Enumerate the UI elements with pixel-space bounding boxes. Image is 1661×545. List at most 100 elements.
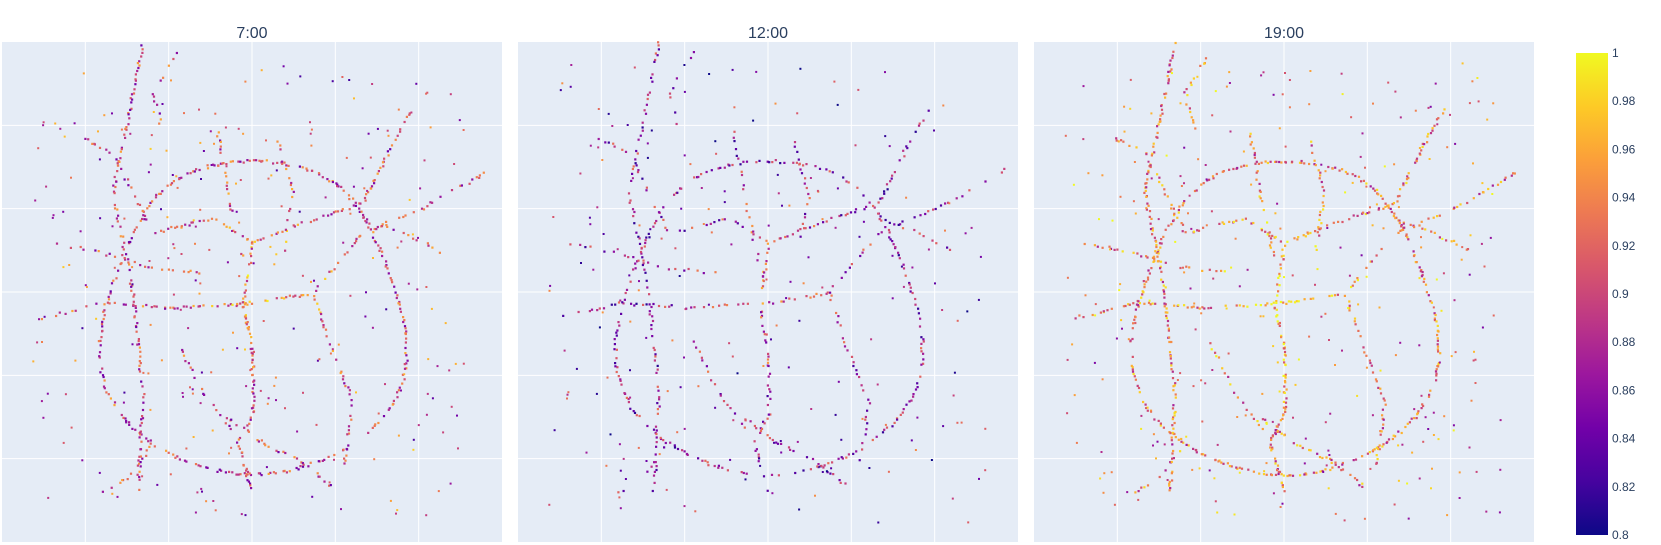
heatmap-cell [652, 225, 655, 228]
heatmap-cell [1134, 491, 1137, 494]
colorbar-gradient [1576, 53, 1608, 535]
heatmap-cell [1155, 251, 1158, 254]
heatmap-cell [1167, 79, 1170, 82]
heatmap-cell [170, 182, 174, 185]
heatmap-cell [1498, 511, 1501, 514]
heatmap-cell [175, 51, 178, 55]
heatmap-cell [696, 176, 699, 179]
heatmap-cell [895, 417, 899, 420]
heatmap-cell [1279, 300, 1282, 304]
heatmap-cell [653, 470, 656, 473]
heatmap-cell [1295, 300, 1298, 303]
heatmap-cell [328, 481, 331, 484]
panel-7pm-gridlines [1034, 42, 1534, 542]
heatmap-cell [1106, 309, 1109, 312]
heatmap-cell [1390, 210, 1393, 214]
heatmap-cell [1421, 142, 1424, 145]
heatmap-cell [1422, 280, 1425, 283]
heatmap-cell [269, 245, 272, 248]
heatmap-cell [1393, 163, 1396, 166]
heatmap-cell [129, 97, 132, 100]
heatmap-cell [1165, 317, 1168, 320]
heatmap-cell [1269, 246, 1272, 249]
heatmap-cell [116, 220, 119, 223]
heatmap-cell [807, 192, 810, 196]
heatmap-cell [735, 154, 738, 157]
heatmap-cell [914, 303, 917, 306]
heatmap-cell [250, 255, 253, 258]
heatmap-cell [762, 475, 766, 478]
heatmap-cell [223, 303, 226, 306]
heatmap-cell [1171, 377, 1175, 380]
heatmap-cell [598, 326, 601, 329]
heatmap-cell [402, 215, 405, 219]
heatmap-cell [1146, 178, 1149, 181]
heatmap-cell [757, 456, 760, 459]
heatmap-cell [629, 280, 632, 283]
heatmap-cell [1205, 178, 1208, 181]
heatmap-cell [628, 201, 631, 204]
heatmap-cell [340, 508, 342, 511]
heatmap-cell [246, 473, 249, 476]
heatmap-cell [389, 148, 392, 151]
heatmap-cell [944, 229, 946, 232]
heatmap-cell [630, 302, 633, 305]
heatmap-cell [619, 299, 622, 302]
heatmap-cell [391, 403, 394, 406]
heatmap-cell [385, 220, 388, 223]
heatmap-cell [1185, 443, 1188, 446]
heatmap-cell [657, 304, 661, 308]
heatmap-cell [1128, 144, 1131, 147]
heatmap-cell [137, 459, 140, 462]
heatmap-cell [324, 277, 327, 280]
heatmap-cell [372, 231, 375, 234]
heatmap-cell [189, 386, 191, 389]
heatmap-cell [266, 299, 269, 303]
heatmap-cell [1162, 289, 1165, 292]
heatmap-cell [627, 397, 630, 401]
heatmap-cell [183, 459, 187, 462]
heatmap-cell [377, 244, 380, 247]
heatmap-cell [331, 80, 334, 83]
heatmap-cell [902, 408, 905, 411]
heatmap-cell [640, 252, 643, 255]
heatmap-cell [253, 240, 256, 243]
heatmap-cell [1385, 441, 1388, 444]
heatmap-cell [1169, 70, 1172, 73]
heatmap-cell [389, 499, 392, 502]
heatmap-cell [1291, 474, 1295, 477]
heatmap-cell [1418, 344, 1421, 347]
heatmap-cell [291, 195, 294, 199]
heatmap-cell [1363, 517, 1366, 520]
heatmap-cell [360, 210, 363, 213]
heatmap-cell [1274, 460, 1277, 463]
heatmap-cell [1348, 307, 1351, 310]
heatmap-cell [187, 362, 190, 365]
heatmap-cell [128, 423, 131, 426]
heatmap-cell [1259, 190, 1262, 193]
heatmap-cell [1407, 177, 1410, 180]
heatmap-cell [838, 479, 841, 482]
heatmap-cell [247, 430, 250, 433]
heatmap-cell [1375, 462, 1378, 465]
heatmap-cell [228, 202, 231, 205]
heatmap-cell [1437, 365, 1440, 368]
heatmap-cell [1431, 467, 1433, 470]
heatmap-cell [1164, 261, 1167, 264]
heatmap-cell [783, 161, 786, 164]
heatmap-cell [1098, 218, 1100, 221]
heatmap-cell [615, 348, 618, 351]
heatmap-cell [846, 212, 849, 215]
heatmap-cell [1453, 239, 1456, 242]
heatmap-cell [1131, 366, 1134, 369]
heatmap-cell [124, 136, 127, 139]
heatmap-cell [831, 285, 834, 288]
heatmap-cell [1168, 351, 1172, 354]
heatmap-cell [760, 286, 764, 290]
heatmap-cell [1138, 302, 1141, 305]
heatmap-cell [1229, 383, 1232, 386]
heatmap-cell [654, 461, 657, 464]
heatmap-cell [1169, 59, 1172, 62]
heatmap-cell [966, 310, 969, 313]
heatmap-cell [905, 196, 908, 199]
